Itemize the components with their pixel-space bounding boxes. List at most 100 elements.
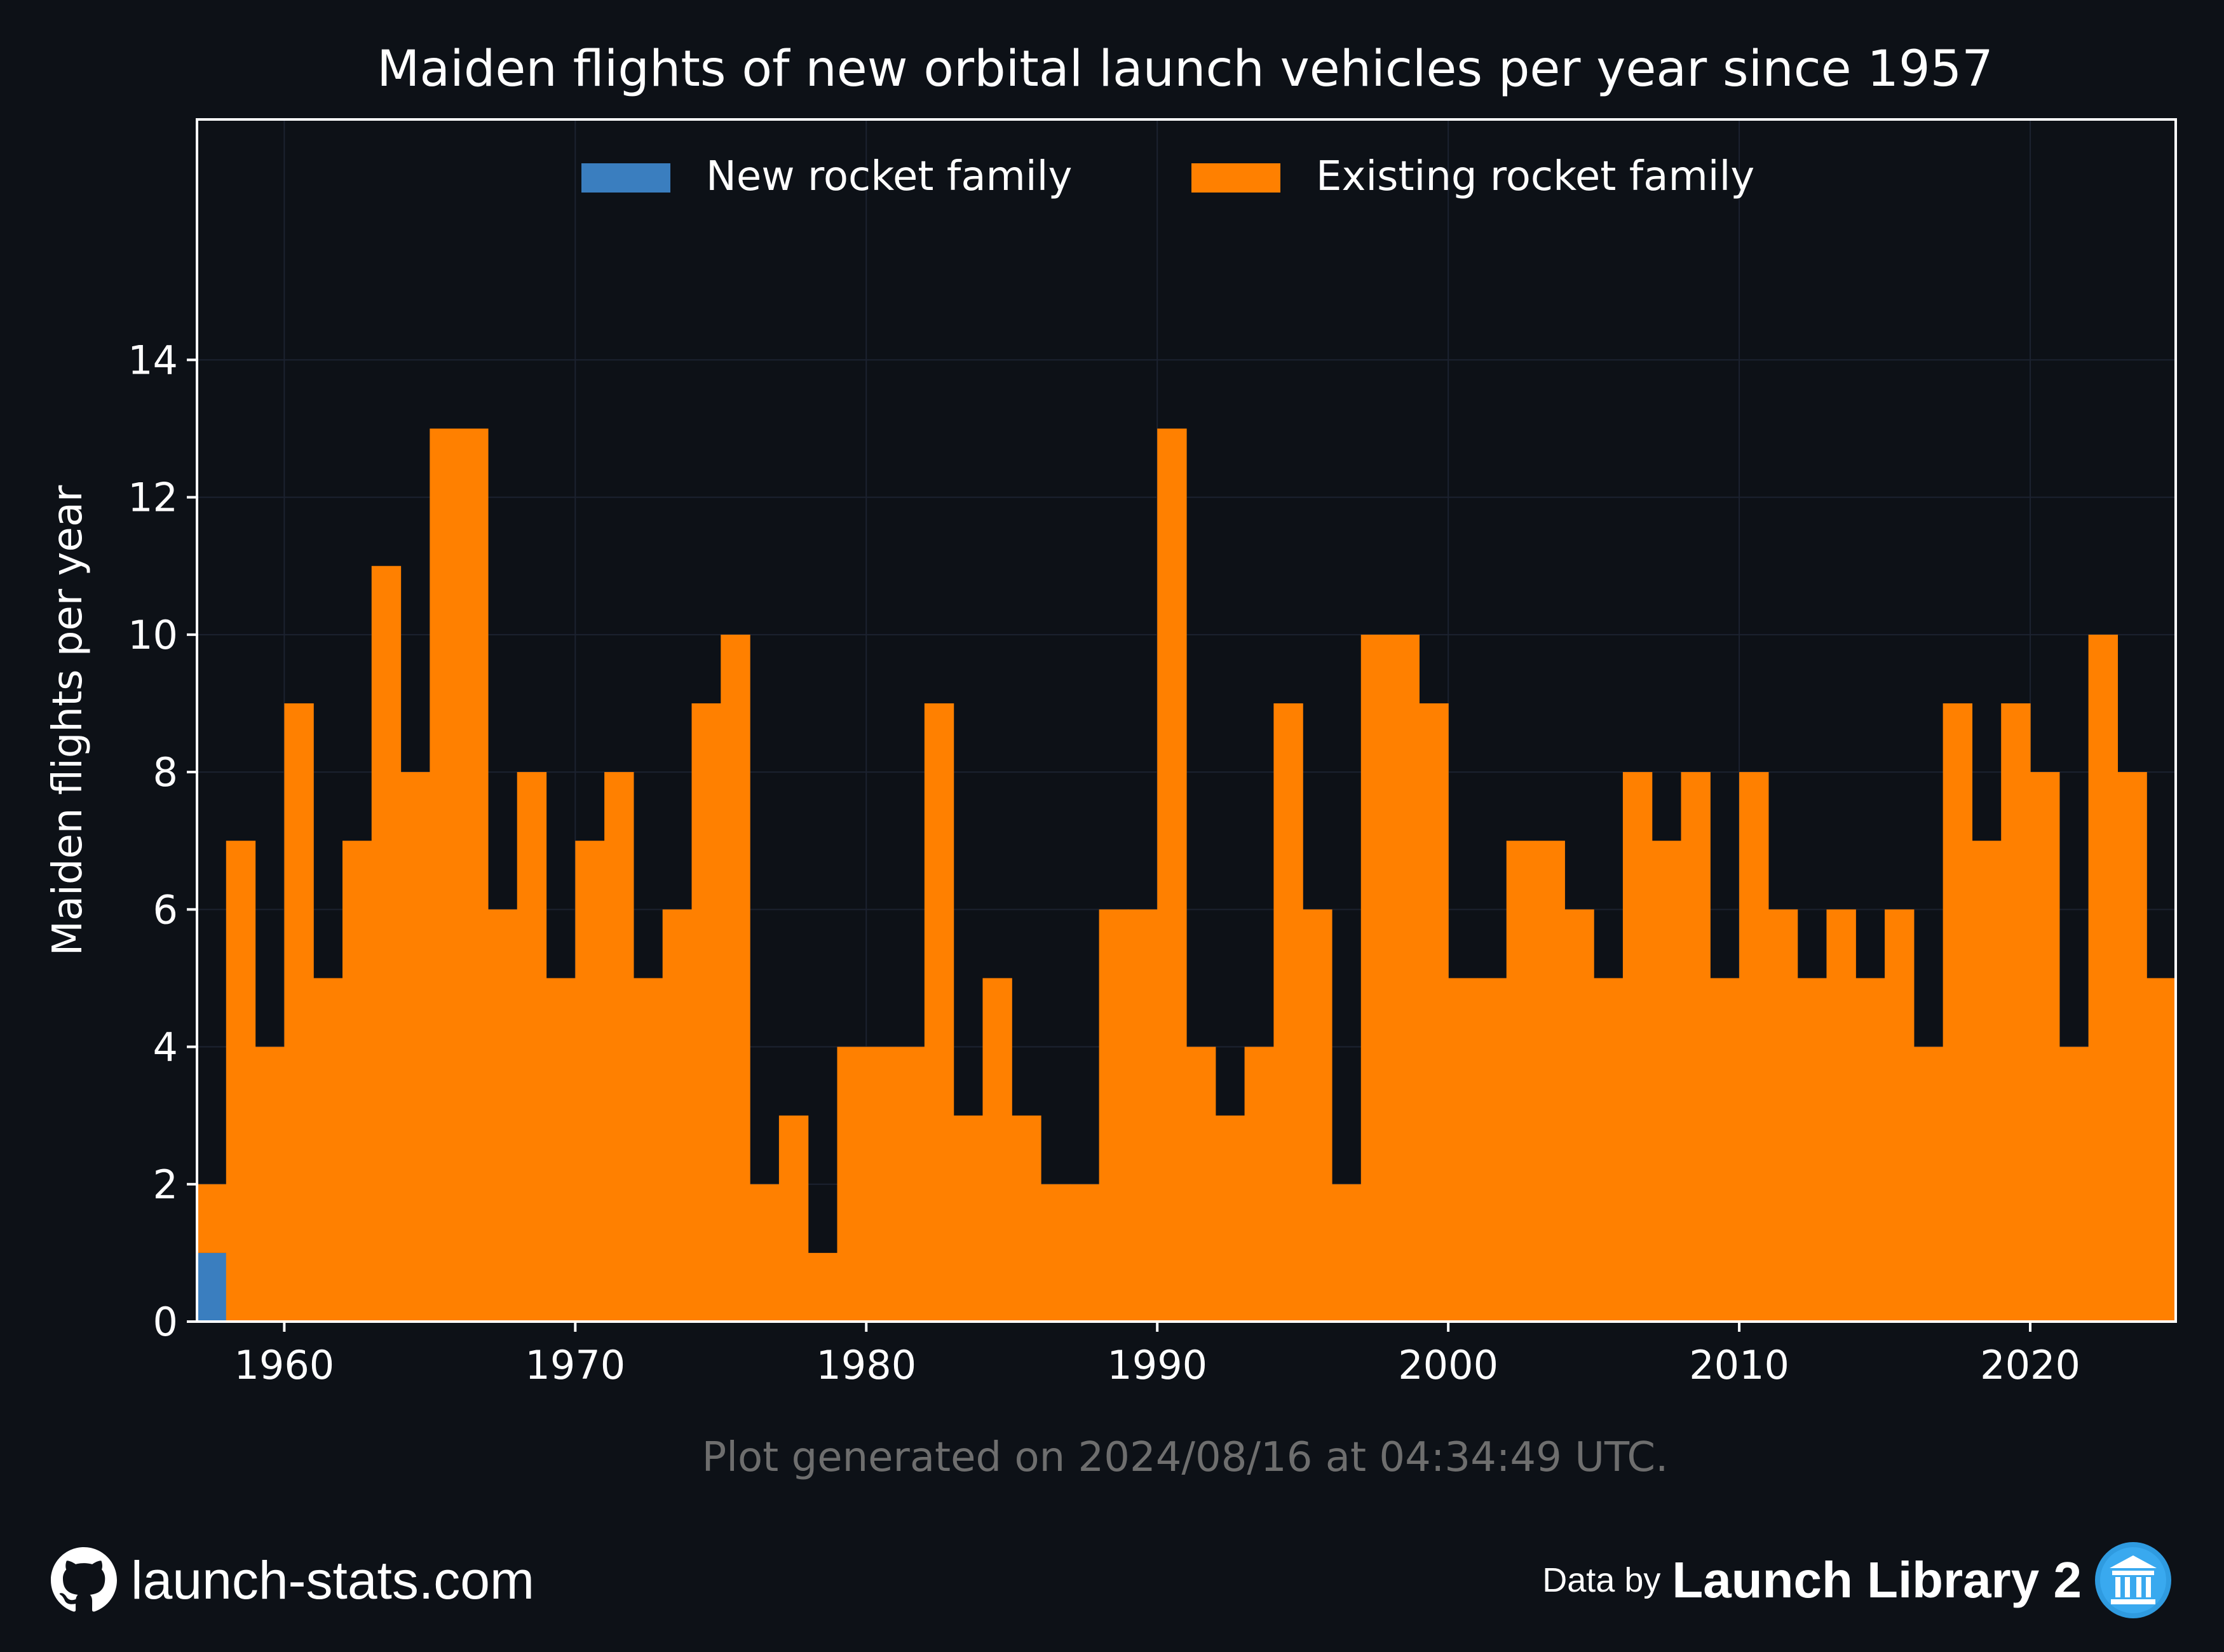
bar-existing-family [255, 1046, 285, 1322]
bar-existing-family [691, 703, 721, 1322]
data-credit: Data by Launch Library 2 [1542, 1542, 2173, 1618]
x-tick-label: 1980 [816, 1342, 916, 1388]
bar-existing-family [1244, 1046, 1274, 1322]
bar-existing-family [575, 841, 605, 1322]
bar-existing-family [197, 1184, 227, 1253]
bar-existing-family [2030, 772, 2060, 1322]
bar-existing-family [1186, 1046, 1216, 1322]
bar-existing-family [778, 1115, 809, 1322]
bar-existing-family [1303, 909, 1332, 1322]
github-icon [51, 1547, 117, 1612]
bars [197, 428, 2176, 1322]
bar-existing-family [808, 1252, 838, 1322]
launch-library-logo-icon [2095, 1542, 2171, 1618]
y-tick-label: 6 [153, 886, 178, 933]
bar-existing-family [953, 1115, 984, 1322]
bar-existing-family [2146, 978, 2176, 1322]
chart-title: Maiden flights of new orbital launch veh… [377, 41, 1993, 98]
y-tick-label: 10 [128, 612, 178, 658]
bar-existing-family [633, 978, 663, 1322]
bar-existing-family [1273, 703, 1303, 1322]
legend-swatch [581, 163, 670, 193]
bar-existing-family [1215, 1115, 1245, 1322]
bar-existing-family [1331, 1184, 1362, 1322]
bar-existing-family [400, 772, 430, 1322]
bar-existing-family [1419, 703, 1449, 1322]
bar-existing-family [2088, 634, 2119, 1322]
bar-existing-family [1622, 772, 1653, 1322]
bar-existing-family [924, 703, 954, 1322]
bar-existing-family [721, 634, 750, 1322]
x-tick-label: 2000 [1398, 1342, 1498, 1388]
bar-new-family [197, 1252, 227, 1322]
bar-existing-family [895, 1046, 925, 1322]
bar-existing-family [487, 909, 518, 1322]
bar-existing-family [2059, 1046, 2089, 1322]
bar-existing-family [604, 772, 634, 1322]
y-tick-label: 14 [128, 337, 178, 383]
bar-existing-family [1099, 909, 1129, 1322]
bar-existing-family [2117, 772, 2147, 1322]
bar-existing-family [1855, 978, 1885, 1322]
y-tick-label: 12 [128, 475, 178, 521]
bar-existing-family [866, 1046, 896, 1322]
bar-existing-family [1768, 909, 1798, 1322]
bar-existing-family [1651, 841, 1682, 1322]
bar-existing-family [1128, 909, 1158, 1322]
x-tick-label: 2010 [1689, 1342, 1789, 1388]
bar-existing-family [1564, 909, 1594, 1322]
bar-existing-family [1506, 841, 1536, 1322]
legend: New rocket family Existing rocket family [581, 153, 1754, 200]
credit-prefix: Data by [1542, 1561, 1661, 1599]
bar-existing-family [1594, 978, 1624, 1322]
bar-existing-family [226, 841, 256, 1322]
bar-existing-family [750, 1184, 780, 1322]
x-axis: 1960 1970 1980 1990 2000 2010 2020 [234, 1322, 2080, 1388]
bar-existing-family [1710, 978, 1740, 1322]
bar-existing-family [982, 978, 1012, 1322]
bar-existing-family [1390, 634, 1420, 1322]
bar-existing-family [1913, 1046, 1944, 1322]
y-tick-label: 0 [153, 1299, 178, 1345]
bar-existing-family [1826, 909, 1856, 1322]
bar-existing-family [1041, 1184, 1071, 1322]
bar-existing-family [662, 909, 693, 1322]
bar-existing-family [1477, 978, 1507, 1322]
y-tick-label: 8 [153, 749, 178, 796]
bar-existing-family [1797, 978, 1827, 1322]
footnote: Plot generated on 2024/08/16 at 04:34:49… [702, 1434, 1669, 1481]
bar-existing-family [430, 428, 459, 1322]
legend-label: Existing rocket family [1316, 153, 1754, 200]
x-tick-label: 1960 [234, 1342, 334, 1388]
bar-existing-family [1157, 428, 1187, 1322]
bar-existing-family [1535, 841, 1565, 1322]
legend-label: New rocket family [706, 153, 1072, 200]
bar-existing-family [1681, 772, 1711, 1322]
bar-existing-family [459, 428, 489, 1322]
bar-existing-family [1448, 978, 1478, 1322]
bar-existing-family [517, 772, 547, 1322]
bar-existing-family [1360, 634, 1391, 1322]
site-text: launch-stats.com [131, 1550, 534, 1610]
y-tick-label: 2 [153, 1161, 178, 1208]
bar-existing-family [2001, 703, 2031, 1322]
y-tick-label: 4 [153, 1024, 178, 1071]
bar-existing-family [1012, 1115, 1041, 1322]
bar-existing-family [313, 978, 343, 1322]
bar-existing-family [1885, 909, 1915, 1322]
bar-existing-family [546, 978, 576, 1322]
bar-existing-family [284, 703, 314, 1322]
bar-existing-family [371, 565, 402, 1322]
bar-existing-family [1943, 703, 1973, 1322]
bar-existing-family [1069, 1184, 1100, 1322]
bar-existing-family [342, 841, 372, 1322]
bar-existing-family [837, 1046, 867, 1322]
x-tick-label: 1970 [525, 1342, 625, 1388]
site-link[interactable]: launch-stats.com [51, 1545, 534, 1615]
x-tick-label: 1990 [1107, 1342, 1207, 1388]
plot-frame [196, 118, 2177, 1323]
credit-name: Launch Library 2 [1672, 1552, 2082, 1608]
x-tick-label: 2020 [1980, 1342, 2080, 1388]
y-axis-label: Maiden flights per year [44, 485, 92, 956]
